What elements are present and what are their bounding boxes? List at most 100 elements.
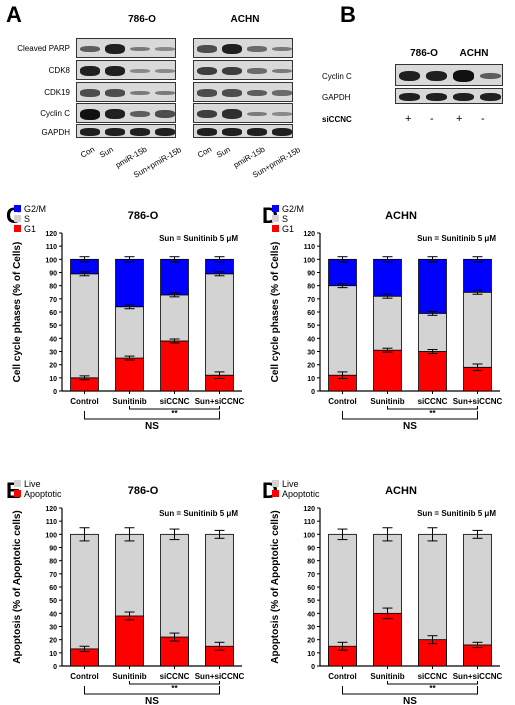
blot-band [129,90,150,96]
blot-group-achn: ACHN [459,48,489,59]
blot-band [425,70,448,82]
blot-band [154,90,175,96]
blot-strip [76,103,176,123]
y-tick-label: 90 [49,546,57,553]
significance-bracket [387,681,478,685]
blot-band [154,128,175,136]
x-tick-label: Sunitinib [112,672,146,681]
legend-swatch [272,480,279,487]
bar-s [418,312,447,352]
blot-band [246,68,267,74]
bar-apoptotic [160,636,189,667]
panel-letter-a: A [6,2,22,27]
blot-band [154,110,175,118]
bar-s [463,291,492,368]
x-tick-label: Control [70,397,98,406]
significance-bracket [129,406,220,410]
blot-strip [395,88,503,104]
bar-g2m [463,258,492,293]
blot-band [154,69,175,73]
blot-band [104,89,125,97]
y-tick-label: 60 [307,310,315,317]
blot-group-achn: ACHN [230,14,260,25]
significance-bracket [342,411,478,420]
blot-group-786o: 786-O [128,14,156,25]
y-tick-label: 80 [307,559,315,566]
treatment-label: siCCNC [322,115,352,124]
chart-annotation: Sun = Sunitinib 5 μM [417,509,496,518]
y-tick-label: 20 [307,638,315,645]
blot-band [196,89,217,97]
blot-band [221,66,242,76]
bar-g2m [373,258,402,297]
legend-swatch [272,215,279,222]
y-axis-label: Cell cycle phases (% of Cells) [270,242,281,383]
blot-strip [193,103,293,123]
blot-band [246,46,267,52]
y-tick-label: 90 [307,271,315,278]
panel-letter-b: B [340,2,356,27]
bar-g2m [418,258,447,314]
x-tick-label: siCCNC [160,672,190,681]
significance-bracket [84,411,220,420]
blot-band [79,89,100,97]
x-tick-label: Sunitinib [370,672,404,681]
blot-row-label: GAPDH [322,93,351,102]
y-tick-label: 0 [311,389,315,396]
bar-g2m [160,258,189,296]
legend-swatch [14,490,21,497]
legend-label: Live [282,479,299,489]
y-tick-label: 120 [45,506,57,513]
legend-label: Apoptotic [282,489,320,499]
y-tick-label: 70 [307,297,315,304]
significance-bracket [84,686,220,695]
y-tick-label: 120 [303,231,315,238]
blot-strip [76,60,176,80]
blot-band [246,128,267,136]
significance-bracket [342,686,478,695]
y-tick-label: 30 [307,625,315,632]
legend-label: G1 [282,224,294,234]
legend-swatch [14,225,21,232]
y-tick-label: 70 [49,572,57,579]
blot-band [479,72,502,80]
y-tick-label: 60 [49,585,57,592]
x-tick-label: siCCNC [418,397,448,406]
blot-band [221,43,242,55]
significance-label: ** [171,684,178,693]
y-tick-label: 50 [49,598,57,605]
bar-live [70,533,99,667]
x-tick-label: Control [70,672,98,681]
blot-band [196,128,217,136]
bar-apoptotic [115,615,144,667]
y-tick-label: 80 [49,559,57,566]
blot-strip [193,60,293,80]
blot-band [221,109,242,119]
significance-bracket [129,681,220,685]
sign-plus: + [405,113,412,125]
y-tick-label: 100 [45,257,57,264]
blot-band [271,68,292,74]
significance-bracket [387,406,478,410]
y-tick-label: 10 [49,651,57,658]
blot-band [479,92,502,102]
blot-strip [193,82,293,102]
legend-label: G1 [24,224,36,234]
chart-title: 786-O [128,485,159,497]
blot-band [246,111,267,117]
significance-label: NS [145,696,159,705]
blot-strip [193,38,293,58]
y-tick-label: 40 [307,336,315,343]
bar-g1 [373,349,402,392]
bar-g2m [115,258,144,308]
x-tick-label: Control [328,672,356,681]
y-tick-label: 60 [307,585,315,592]
y-axis-label: Apoptosis (% of Apoptotic cells) [270,510,281,664]
blot-band [104,128,125,136]
significance-label: NS [403,421,417,432]
blot-band [425,92,448,102]
y-tick-label: 20 [307,363,315,370]
legend-swatch [14,215,21,222]
blot-band [196,45,217,53]
